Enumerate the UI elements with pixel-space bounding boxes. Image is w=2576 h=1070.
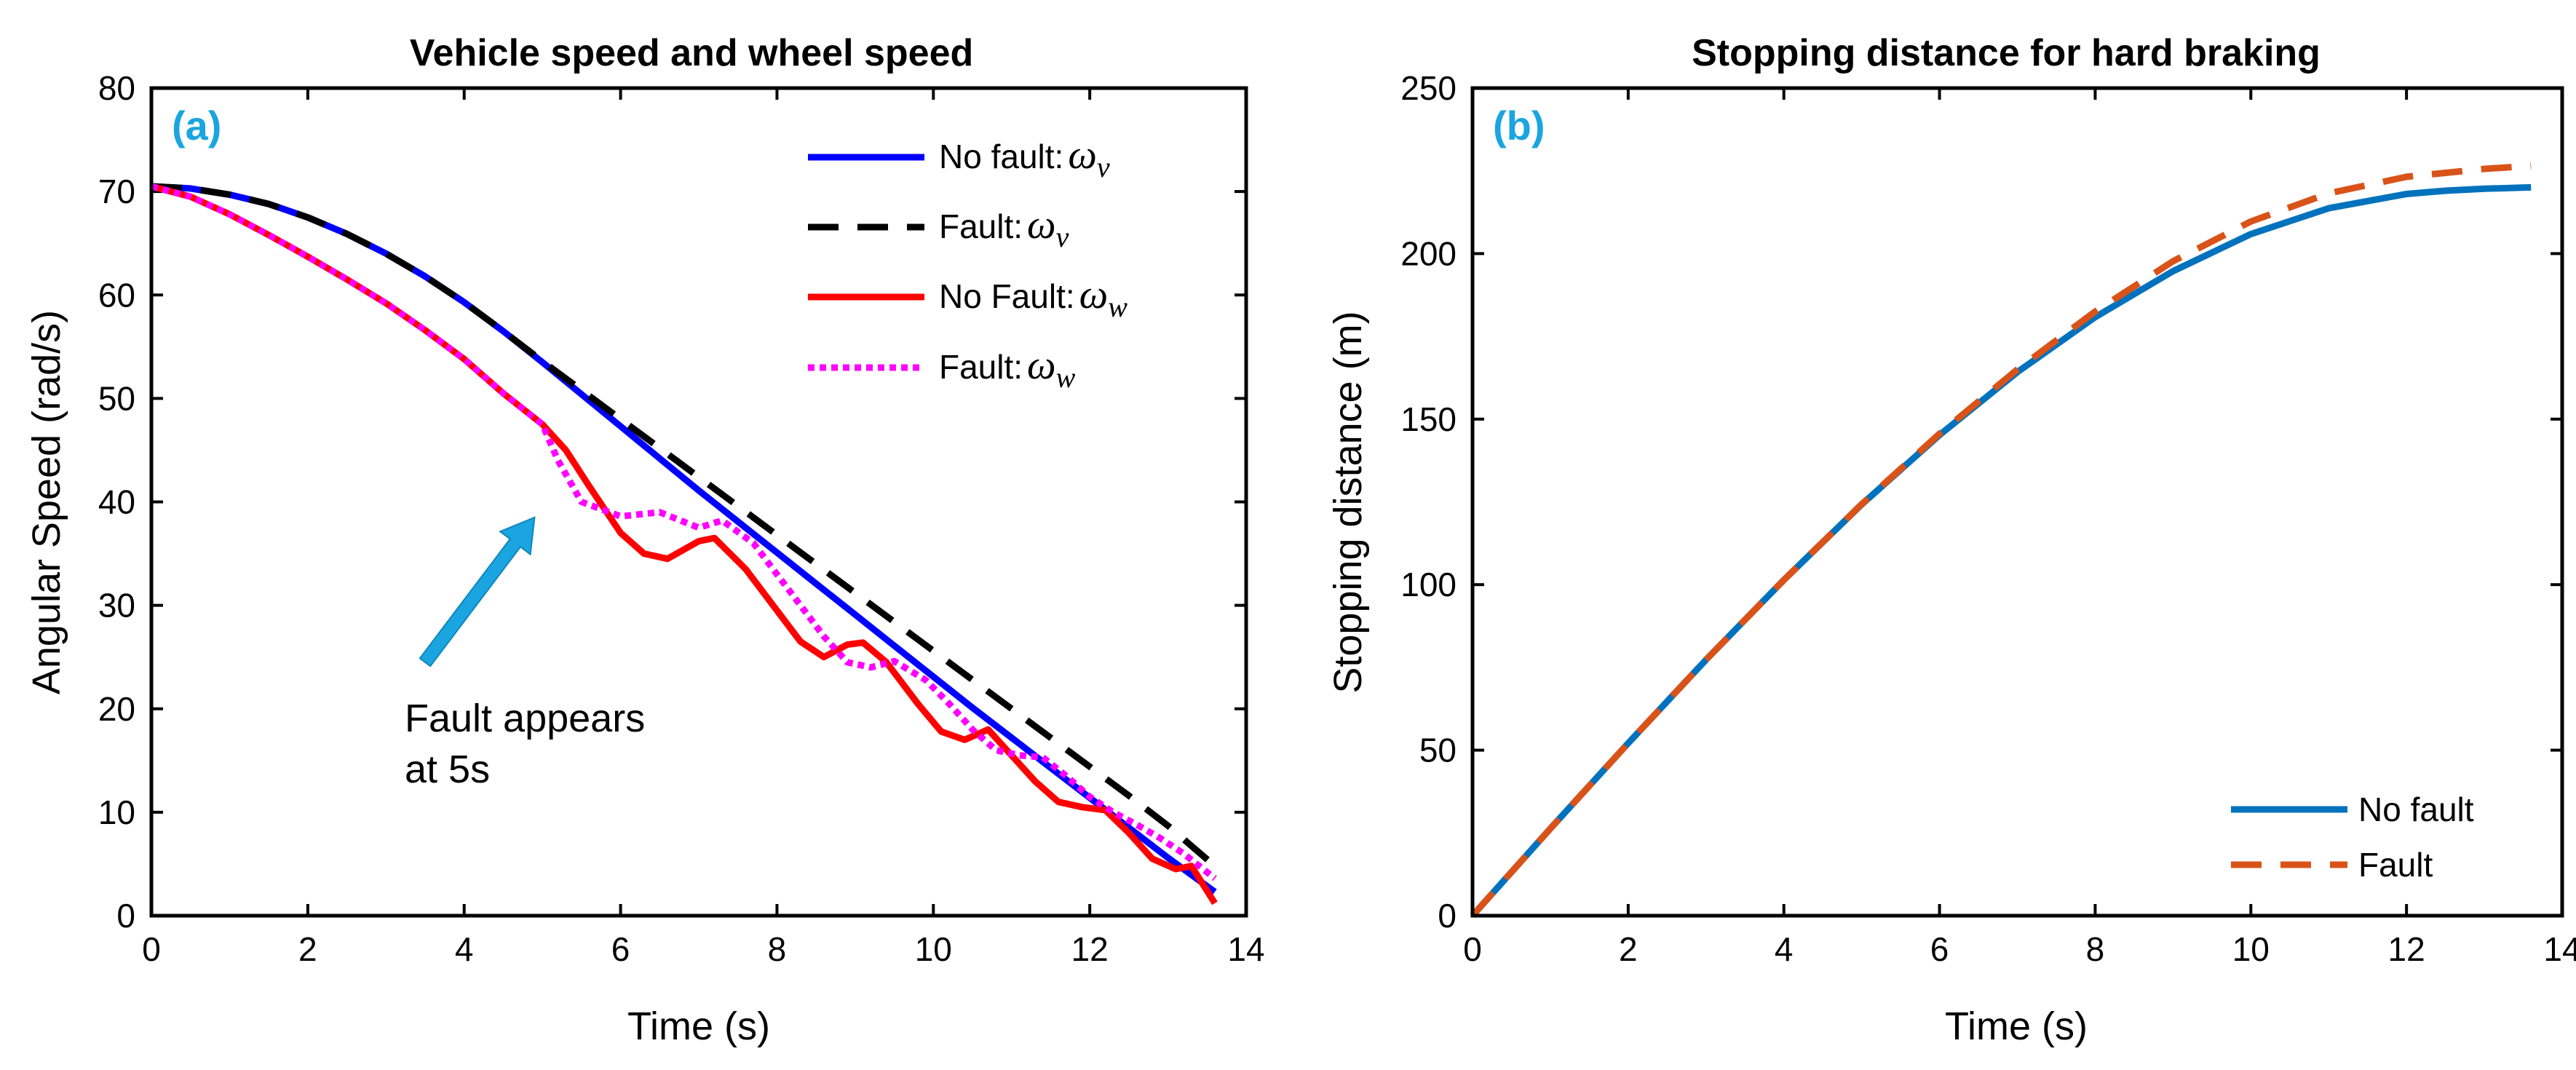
omega-symbol: ω — [1079, 272, 1109, 317]
legend-label-fault: Fault — [2358, 846, 2433, 884]
panel-b-series — [1470, 162, 2532, 918]
omega-symbol: ω — [1027, 202, 1056, 247]
legend-entry-no-fault-wv: No fault: ωv — [939, 132, 1110, 183]
x-tick-label: 14 — [2543, 930, 2576, 968]
y-tick-label: 60 — [98, 276, 135, 314]
panel-b-ticks: 0 2 4 6 8 10 12 14 0 50 100 150 200 250 — [1400, 69, 2576, 968]
panel-a-ticks: 0 2 4 6 8 10 12 14 0 10 20 30 40 50 60 70 80 — [98, 69, 1265, 968]
panel-b-x-axis-label: Time (s) — [1945, 1004, 2088, 1048]
y-tick-label: 40 — [98, 483, 135, 521]
x-tick-label: 8 — [2086, 930, 2105, 968]
panel-b-axes-box — [1470, 86, 2564, 918]
y-tick-label: 10 — [98, 793, 135, 831]
x-tick-label: 4 — [1775, 930, 1794, 968]
y-tick-label: 100 — [1400, 566, 1457, 603]
panel-a-y-axis-label: Angular Speed (rad/s) — [25, 310, 68, 694]
series-line-b-1 — [1470, 162, 2532, 918]
panel-b-legend: No fault Fault — [2231, 790, 2474, 884]
y-tick-label: 80 — [98, 69, 135, 107]
y-tick-label: 150 — [1400, 400, 1457, 438]
panel-b-plot-area — [1473, 88, 2562, 916]
x-tick-label: 0 — [142, 930, 161, 968]
legend-entry-no-fault-ww: No Fault: ωw — [939, 272, 1128, 323]
x-tick-label: 8 — [768, 930, 787, 968]
x-tick-label: 6 — [1930, 930, 1949, 968]
fault-annotation: Fault appears at 5s — [405, 516, 645, 791]
panel-a-axes-box — [149, 86, 1248, 918]
omega-subscript: w — [1056, 361, 1076, 394]
panel-b-label: (b) — [1493, 103, 1545, 148]
y-tick-label: 0 — [1438, 897, 1457, 935]
panel-b-y-axis-label: Stopping distance (m) — [1326, 311, 1370, 693]
panel-a-label: (a) — [172, 103, 221, 148]
panel-a-legend: No fault: ωv Fault: ωv No Fault: ωw Fault: ω… — [808, 132, 1128, 394]
x-tick-label: 6 — [611, 930, 630, 968]
omega-subscript: v — [1097, 151, 1110, 183]
omega-subscript: v — [1056, 221, 1069, 253]
x-tick-label: 2 — [1619, 930, 1638, 968]
panel-a-series — [150, 183, 1218, 905]
y-tick-label: 50 — [1419, 732, 1457, 769]
y-tick-label: 200 — [1400, 234, 1457, 272]
omega-symbol: ω — [1027, 343, 1056, 388]
series-line-a-0 — [151, 183, 1217, 895]
x-tick-label: 0 — [1463, 930, 1482, 968]
x-tick-label: 4 — [455, 930, 474, 968]
omega-subscript: w — [1108, 290, 1128, 323]
x-tick-label: 12 — [1071, 930, 1109, 968]
panel-a-x-axis-label: Time (s) — [627, 1004, 770, 1048]
x-tick-label: 10 — [2232, 930, 2270, 968]
panel-b: Stopping distance for hard braking 0 2 4 6 8… — [1326, 32, 2576, 1048]
y-tick-label: 250 — [1400, 69, 1457, 107]
legend-entry-fault-wv: Fault: ωv — [939, 202, 1069, 253]
legend-entry-fault-ww: Fault: ωw — [939, 343, 1076, 394]
x-tick-label: 2 — [298, 930, 317, 968]
y-tick-label: 20 — [98, 690, 135, 728]
legend-label-no-fault-wv: No fault: — [939, 138, 1063, 175]
panel-b-title: Stopping distance for hard braking — [1692, 32, 2321, 74]
panel-a: Vehicle speed and wheel speed 0 2 4 6 8 10 12 1… — [25, 32, 1265, 1048]
legend-label-no-fault: No fault — [2358, 790, 2474, 828]
omega-symbol: ω — [1068, 132, 1097, 178]
x-tick-label: 14 — [1227, 930, 1264, 968]
legend-label-fault-wv: Fault: — [939, 207, 1023, 245]
series-line-a-2 — [150, 183, 1218, 905]
x-tick-label: 12 — [2388, 930, 2425, 968]
y-tick-label: 0 — [116, 897, 135, 935]
y-tick-label: 30 — [98, 587, 135, 625]
annotation-line-2: at 5s — [405, 748, 490, 791]
x-tick-label: 10 — [915, 930, 952, 968]
series-line-a-1 — [151, 183, 1217, 869]
series-line-a-3 — [150, 183, 1217, 881]
y-tick-label: 50 — [98, 379, 135, 417]
y-tick-label: 70 — [98, 173, 135, 210]
legend-label-fault-ww: Fault: — [939, 348, 1023, 386]
panel-a-title: Vehicle speed and wheel speed — [410, 32, 974, 74]
fault-arrow-icon — [419, 516, 536, 667]
legend-label-no-fault-ww: No Fault: — [939, 277, 1075, 315]
annotation-line-1: Fault appears — [405, 697, 645, 740]
series-line-b-0 — [1470, 183, 2532, 918]
